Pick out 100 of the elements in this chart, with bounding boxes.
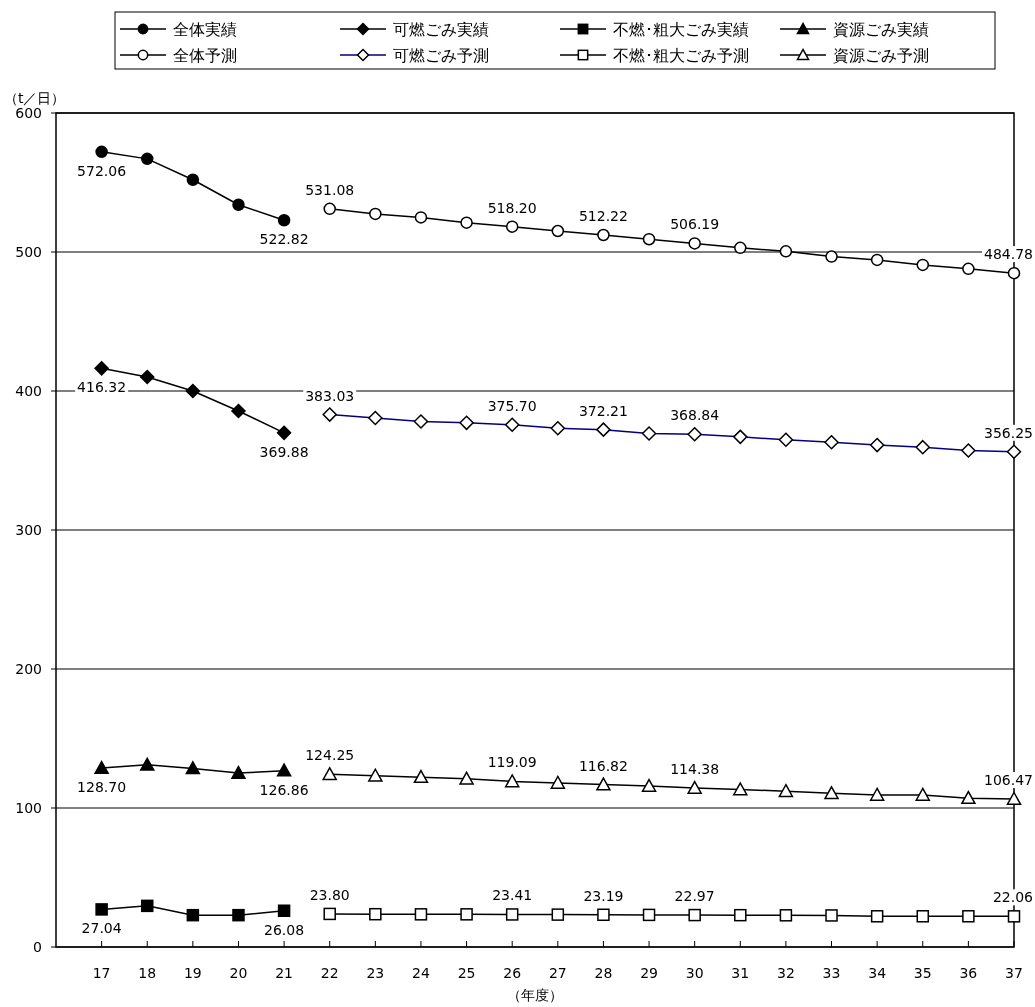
x-tick-label: 22 — [320, 965, 339, 981]
y-tick-label: 0 — [33, 939, 42, 955]
point — [504, 774, 520, 788]
data-label: 512.22 — [578, 208, 628, 225]
point — [1006, 791, 1022, 805]
point — [551, 908, 565, 921]
point — [961, 790, 976, 805]
legend-label: 可燃ごみ予測 — [393, 46, 489, 65]
data-label: 128.70 — [77, 779, 127, 796]
point — [779, 245, 793, 258]
point — [915, 787, 931, 801]
point — [824, 786, 839, 800]
x-tick-label: 34 — [868, 965, 887, 981]
x-tick-label: 25 — [457, 965, 476, 981]
point — [870, 253, 884, 267]
x-tick-label: 31 — [731, 965, 750, 981]
x-tick-label: 18 — [138, 965, 157, 981]
point — [94, 361, 109, 376]
point — [140, 899, 154, 913]
data-label: 368.84 — [670, 407, 720, 424]
x-tick-label: 21 — [275, 965, 294, 981]
point — [140, 152, 154, 166]
data-label: 372.21 — [578, 402, 628, 419]
data-label: 369.88 — [259, 443, 309, 460]
point — [641, 778, 657, 792]
data-label: 116.82 — [578, 757, 628, 774]
point — [369, 907, 382, 921]
x-tick-label: 17 — [92, 965, 111, 981]
point — [688, 908, 701, 922]
data-label: 518.20 — [487, 199, 537, 216]
x-tick-label: 35 — [913, 965, 932, 981]
point — [95, 145, 108, 159]
point — [323, 907, 336, 921]
x-tick-label: 28 — [594, 965, 613, 981]
point — [597, 908, 610, 922]
point — [276, 763, 292, 777]
legend-label: 全体実績 — [173, 20, 237, 39]
legend-label: 不燃･粗大ごみ予測 — [613, 46, 749, 65]
point — [505, 220, 519, 233]
point — [232, 908, 245, 922]
point — [460, 908, 473, 921]
x-tick-label: 30 — [685, 965, 704, 981]
point — [869, 787, 885, 801]
point — [231, 403, 246, 419]
point — [276, 425, 292, 441]
data-label: 23.41 — [492, 887, 533, 904]
y-axis-title: （t／日） — [4, 90, 66, 106]
x-tick-label: 37 — [1005, 965, 1023, 981]
point — [94, 760, 109, 775]
legend-label: 全体予測 — [173, 46, 237, 65]
data-label: 124.25 — [305, 747, 355, 764]
point — [825, 250, 838, 263]
data-label: 572.06 — [77, 162, 127, 179]
data-label: 27.04 — [81, 920, 122, 937]
y-tick-label: 400 — [15, 383, 42, 399]
point — [870, 910, 884, 923]
x-tick-label: 26 — [503, 965, 522, 981]
point — [369, 207, 382, 221]
point — [139, 757, 155, 771]
data-label: 114.38 — [670, 761, 720, 778]
point — [414, 211, 428, 224]
data-label: 531.08 — [305, 181, 355, 198]
y-tick-label: 200 — [15, 661, 42, 677]
x-tick-label: 19 — [183, 965, 202, 981]
point — [322, 767, 337, 781]
data-label: 375.70 — [487, 397, 537, 414]
point — [1007, 266, 1021, 280]
data-label: 356.25 — [984, 424, 1033, 441]
point — [459, 771, 474, 785]
point — [916, 910, 930, 923]
point — [596, 777, 611, 791]
x-tick-label: 24 — [412, 965, 430, 981]
y-tick-label: 500 — [15, 244, 42, 260]
data-label: 522.82 — [259, 231, 309, 248]
point — [139, 369, 155, 385]
x-tick-label: 29 — [640, 965, 658, 981]
point — [597, 228, 610, 242]
point — [414, 908, 428, 921]
point — [185, 383, 201, 399]
point — [231, 765, 246, 780]
legend-label: 不燃･粗大ごみ実績 — [613, 20, 749, 39]
point — [551, 224, 565, 238]
data-label: 23.80 — [309, 886, 350, 903]
data-label: 484.78 — [984, 246, 1033, 263]
data-label: 106.47 — [984, 772, 1033, 789]
point — [734, 241, 747, 255]
point — [779, 909, 793, 922]
data-label: 119.09 — [487, 754, 537, 771]
y-tick-label: 100 — [15, 800, 42, 816]
x-tick-label: 36 — [959, 965, 978, 981]
point — [734, 908, 747, 922]
point — [778, 783, 794, 798]
x-tick-label: 32 — [776, 965, 795, 981]
y-tick-label: 600 — [15, 105, 42, 121]
legend-label: 資源ごみ予測 — [833, 46, 929, 65]
point — [642, 908, 656, 922]
data-label: 383.03 — [305, 387, 355, 404]
point — [185, 761, 201, 775]
point — [687, 780, 702, 794]
point — [916, 258, 930, 272]
